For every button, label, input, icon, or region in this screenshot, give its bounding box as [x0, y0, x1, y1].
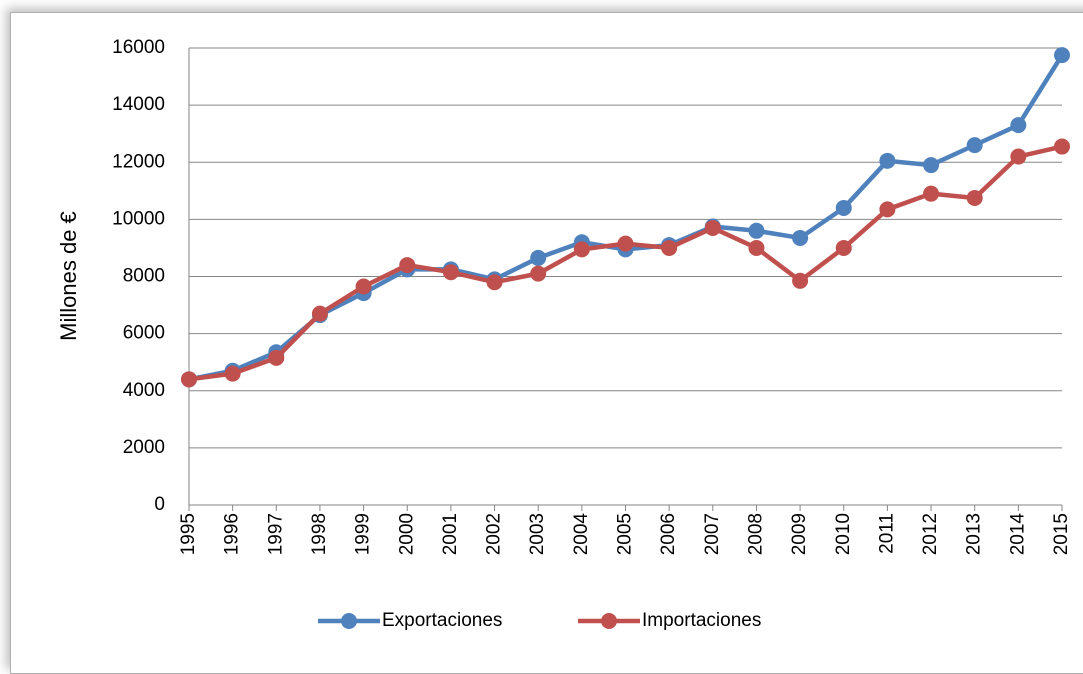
x-tick-label: 2010	[833, 513, 854, 555]
x-tick-label: 1998	[309, 513, 330, 555]
legend-marker	[601, 613, 617, 629]
data-point	[704, 219, 721, 236]
x-tick-label: 2012	[920, 513, 941, 555]
data-point	[530, 265, 547, 282]
data-point	[748, 239, 765, 256]
legend-label: Importaciones	[642, 610, 761, 631]
x-tick-label: 2009	[789, 513, 810, 555]
series-line	[188, 53, 1064, 382]
x-tick-label: 1999	[353, 513, 374, 555]
data-point	[1010, 148, 1027, 165]
y-tick-label: 8000	[123, 266, 165, 287]
y-tick-label: 14000	[112, 94, 165, 115]
data-point	[530, 249, 547, 266]
x-tick-label: 2004	[571, 513, 592, 556]
legend-label: Exportaciones	[382, 610, 502, 631]
data-point	[181, 371, 197, 388]
x-tick-label: 1995	[178, 513, 199, 555]
data-point	[268, 349, 285, 366]
data-point	[1010, 117, 1027, 134]
y-tick-label: 6000	[123, 323, 165, 344]
x-tick-label: 1996	[222, 513, 243, 555]
x-tick-label: 2000	[396, 513, 417, 555]
data-point	[792, 272, 809, 289]
x-tick-label: 2007	[702, 513, 723, 555]
data-point	[835, 199, 852, 216]
data-point	[399, 257, 416, 274]
y-tick-label: 16000	[112, 37, 165, 58]
data-point	[966, 189, 983, 206]
x-tick-label: 2008	[745, 513, 766, 555]
y-tick-label: 2000	[123, 437, 165, 458]
data-point	[224, 365, 241, 382]
x-tick-label: 2011	[876, 513, 897, 554]
data-point	[573, 241, 590, 258]
x-tick-label: 2002	[484, 513, 505, 555]
data-point	[355, 278, 372, 295]
x-tick-label: 2013	[964, 513, 985, 555]
data-point	[923, 185, 940, 202]
data-point	[486, 274, 503, 291]
data-point	[966, 137, 983, 154]
data-point	[617, 235, 634, 252]
series-line	[188, 144, 1063, 382]
y-tick-label: 10000	[112, 208, 165, 229]
page: {"chart_data": {"type": "line", "y_label…	[10, 12, 1083, 674]
x-tick-label: 1997	[265, 513, 286, 555]
data-point	[879, 152, 896, 169]
x-tick-label: 2001	[440, 513, 461, 555]
y-axis-label: Millones de €	[56, 211, 81, 341]
data-point	[792, 229, 809, 246]
data-point	[748, 222, 765, 239]
data-point	[442, 264, 459, 281]
y-tick-label: 0	[154, 494, 165, 515]
chart: Millones de € 0 2000 4000 6000 8000 10000 1200…	[56, 37, 1072, 631]
data-point	[1054, 47, 1070, 64]
data-point	[835, 239, 852, 256]
x-tick-label: 2005	[615, 513, 636, 555]
data-point	[879, 201, 896, 218]
x-tick-label: 2006	[658, 513, 679, 555]
legend-marker	[341, 613, 357, 629]
data-point	[311, 305, 328, 322]
data-point	[923, 157, 940, 174]
y-tick-label: 12000	[112, 151, 165, 172]
y-tick-label: 4000	[123, 380, 165, 401]
data-point	[661, 239, 678, 256]
x-tick-label: 2003	[527, 513, 548, 555]
x-tick-label: 2015	[1051, 513, 1072, 555]
x-tick-label: 2014	[1007, 513, 1028, 556]
data-point	[1054, 138, 1070, 155]
